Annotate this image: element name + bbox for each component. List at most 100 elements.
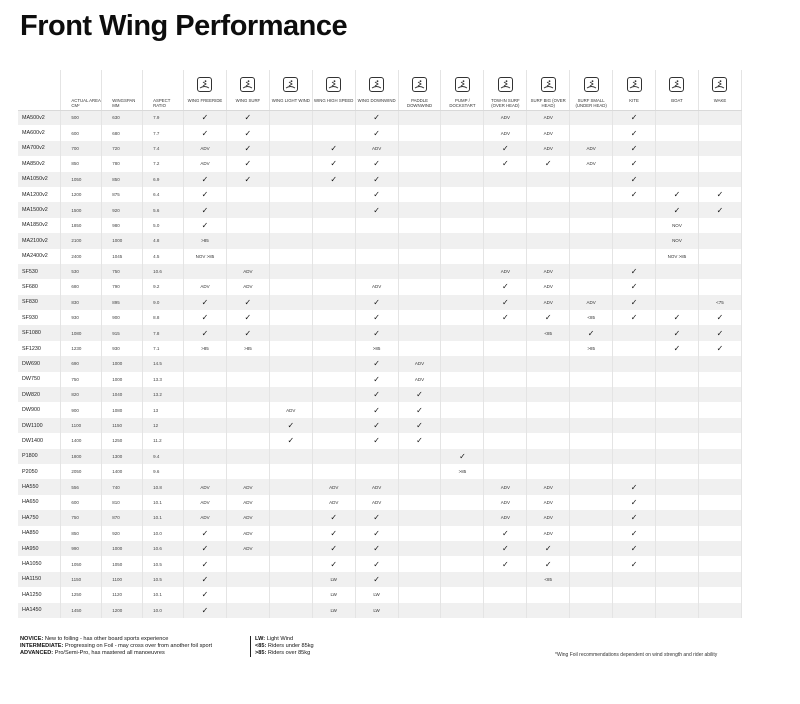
rating-cell — [698, 463, 743, 480]
rating-cell — [440, 356, 485, 372]
rating-cell — [655, 125, 699, 141]
rating-cell — [312, 448, 356, 464]
rating-cell — [398, 494, 442, 511]
rating-cell — [269, 125, 313, 141]
rating-cell: ✓ — [183, 310, 227, 326]
area-value: 2100 — [60, 233, 103, 249]
check-icon: ✓ — [330, 559, 338, 569]
check-icon: ✓ — [373, 513, 380, 523]
check-icon: ✓ — [373, 390, 380, 400]
rating-cell: ADV — [483, 494, 528, 511]
rating-cell — [398, 202, 442, 218]
table-row: SF530 530 750 10.6 ADV ADV ADV ✓ — [18, 263, 743, 280]
rating-cell — [655, 556, 699, 572]
foil-name: MA1050v2 — [18, 171, 62, 187]
foil-name: SF1230 — [18, 340, 62, 357]
foil-name: MA1200v2 — [18, 186, 62, 203]
rating-cell — [526, 248, 571, 264]
rating-cell — [440, 325, 485, 341]
rating-cell — [569, 202, 614, 218]
rating-cell — [398, 325, 442, 341]
aspect-ratio-value: 4.5 — [142, 248, 185, 264]
header-label: Surf Big (over head) — [530, 97, 566, 108]
table-row: MA500v2 500 630 7.9 ✓ ✓ ✓ ADV ADV ✓ — [18, 110, 743, 126]
rating-cell — [398, 510, 442, 526]
wingspan-value: 895 — [101, 294, 144, 311]
rating-cell — [483, 248, 528, 264]
rating-cell — [526, 602, 571, 618]
foil-name: HA850 — [18, 525, 62, 541]
check-icon: ✓ — [373, 205, 380, 215]
legend-abbreviations: LW: Light Wind <85: Riders under 85kg >8… — [250, 636, 314, 657]
rating-cell — [183, 387, 227, 403]
check-icon: ✓ — [630, 113, 638, 123]
rating-cell — [398, 571, 442, 588]
rating-cell: ✓ — [355, 571, 399, 588]
check-icon: ✓ — [244, 297, 252, 307]
rating-cell — [440, 479, 485, 495]
rating-cell — [526, 371, 571, 388]
check-icon: ✓ — [201, 113, 209, 123]
rating-cell: ✓ — [355, 186, 399, 203]
rating-cell: ✓ — [183, 171, 227, 187]
rating-cell — [612, 448, 656, 464]
foil-name: HA1150 — [18, 571, 62, 588]
aspect-ratio-value: 10.8 — [142, 479, 185, 495]
table-row: DW690 690 1000 14.5 ✓ ADV — [18, 356, 743, 372]
aspect-ratio-value: 13.3 — [142, 371, 185, 388]
aspect-ratio-value: 6.9 — [142, 171, 185, 187]
area-value: 1200 — [60, 186, 103, 203]
rating-cell — [183, 402, 227, 418]
rating-cell — [698, 556, 743, 572]
rating-cell: ✓ — [355, 417, 399, 434]
rating-cell — [440, 186, 485, 203]
area-value: 1080 — [60, 325, 103, 341]
rating-cell — [312, 202, 356, 218]
rating-cell — [226, 217, 270, 234]
area-value: 1400 — [60, 433, 103, 449]
area-value: 930 — [60, 310, 103, 326]
rating-cell — [226, 433, 270, 449]
check-icon: ✓ — [287, 421, 295, 430]
rating-cell — [269, 233, 313, 249]
rating-cell — [440, 156, 485, 172]
check-icon: ✓ — [630, 190, 638, 200]
area-value: 1230 — [60, 340, 103, 357]
aspect-ratio-value: 9.0 — [142, 294, 185, 311]
wingspan-value: 1080 — [101, 402, 144, 418]
rating-cell — [483, 463, 528, 480]
rating-cell: ADV — [183, 156, 227, 172]
rating-cell: ✓ — [483, 140, 528, 157]
check-icon: ✓ — [330, 528, 338, 538]
rating-cell — [355, 448, 399, 464]
rating-cell — [440, 602, 485, 618]
rating-cell — [612, 387, 656, 403]
rating-cell — [226, 463, 270, 480]
table-row: MA1050v2 1050 850 6.9 ✓ ✓ ✓ ✓ ✓ — [18, 171, 743, 187]
rating-cell — [398, 125, 442, 141]
rating-cell — [398, 463, 442, 480]
rating-cell — [698, 156, 743, 172]
legend-advanced: ADVANCED: Pro/Semi-Pro, has mastered all… — [20, 650, 165, 656]
page-title: Front Wing Performance — [20, 10, 348, 42]
area-value: 850 — [60, 156, 103, 172]
rating-cell — [698, 263, 743, 280]
wingspan-value: 900 — [101, 310, 144, 326]
aspect-ratio-value: 10.5 — [142, 556, 185, 572]
aspect-ratio-value: 13.2 — [142, 387, 185, 403]
table-row: DW1100 1100 1150 12 ✓ ✓ ✓ — [18, 417, 743, 434]
rating-cell — [269, 186, 313, 203]
wake-icon — [712, 76, 728, 92]
aspect-ratio-value: 10.6 — [142, 540, 185, 557]
check-icon: ✓ — [373, 405, 380, 415]
rating-cell — [655, 571, 699, 588]
check-icon: ✓ — [244, 313, 252, 323]
rating-cell: ✓ — [398, 417, 442, 434]
check-icon: ✓ — [201, 190, 209, 200]
rating-cell: ✓ — [183, 294, 227, 311]
rating-cell — [269, 340, 313, 357]
header-surf-big: Surf Big (over head) — [526, 70, 571, 111]
rating-cell — [398, 279, 442, 295]
table-row: MA700v2 700 720 7.4 ADV ✓ ✓ ADV ✓ ADV ADV ✓ — [18, 140, 743, 157]
rating-cell: ✓ — [355, 525, 399, 541]
